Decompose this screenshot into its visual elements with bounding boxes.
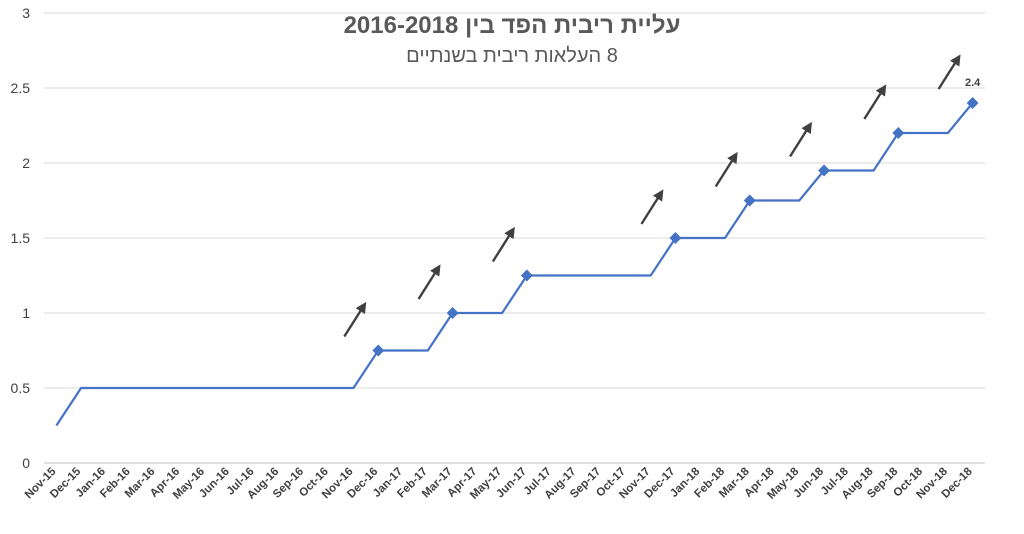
series-markers	[372, 97, 979, 357]
data-point-marker	[520, 269, 533, 282]
y-tick-label: 3	[22, 5, 30, 21]
data-point-marker	[818, 164, 830, 177]
data-point-marker	[743, 194, 756, 207]
hike-arrow	[640, 189, 664, 225]
y-tick-label: 2.5	[11, 80, 31, 96]
data-label: 2.4	[965, 77, 981, 89]
hike-arrow	[937, 54, 961, 90]
y-tick-label: 0.5	[11, 380, 31, 396]
series-line	[55, 102, 974, 427]
series-line-layer	[55, 102, 974, 427]
data-point-marker	[446, 307, 459, 319]
y-tick-label: 1.5	[11, 230, 31, 246]
hike-arrow	[417, 264, 441, 300]
hike-arrow	[863, 84, 887, 120]
y-tick-label: 0	[22, 455, 30, 471]
data-point-marker	[669, 232, 682, 244]
hike-arrow	[789, 121, 812, 158]
grid-lines	[44, 12, 985, 389]
chart-title: עליית ריבית הפד בין 2016-2018	[344, 12, 681, 39]
tick-labels: 00.511.522.53Nov-15Dec-15Jan-16Feb-16Mar…	[11, 5, 982, 502]
data-point-marker	[892, 127, 905, 139]
hike-arrow	[343, 301, 367, 338]
chart-subtitle: 8 העלאות ריבית בשנתיים	[406, 45, 618, 67]
data-point-marker	[372, 344, 385, 357]
hike-arrow	[491, 226, 515, 263]
y-tick-label: 1	[22, 305, 30, 321]
hike-arrow	[714, 151, 738, 188]
y-tick-label: 2	[22, 155, 30, 171]
hike-arrows	[343, 54, 961, 338]
